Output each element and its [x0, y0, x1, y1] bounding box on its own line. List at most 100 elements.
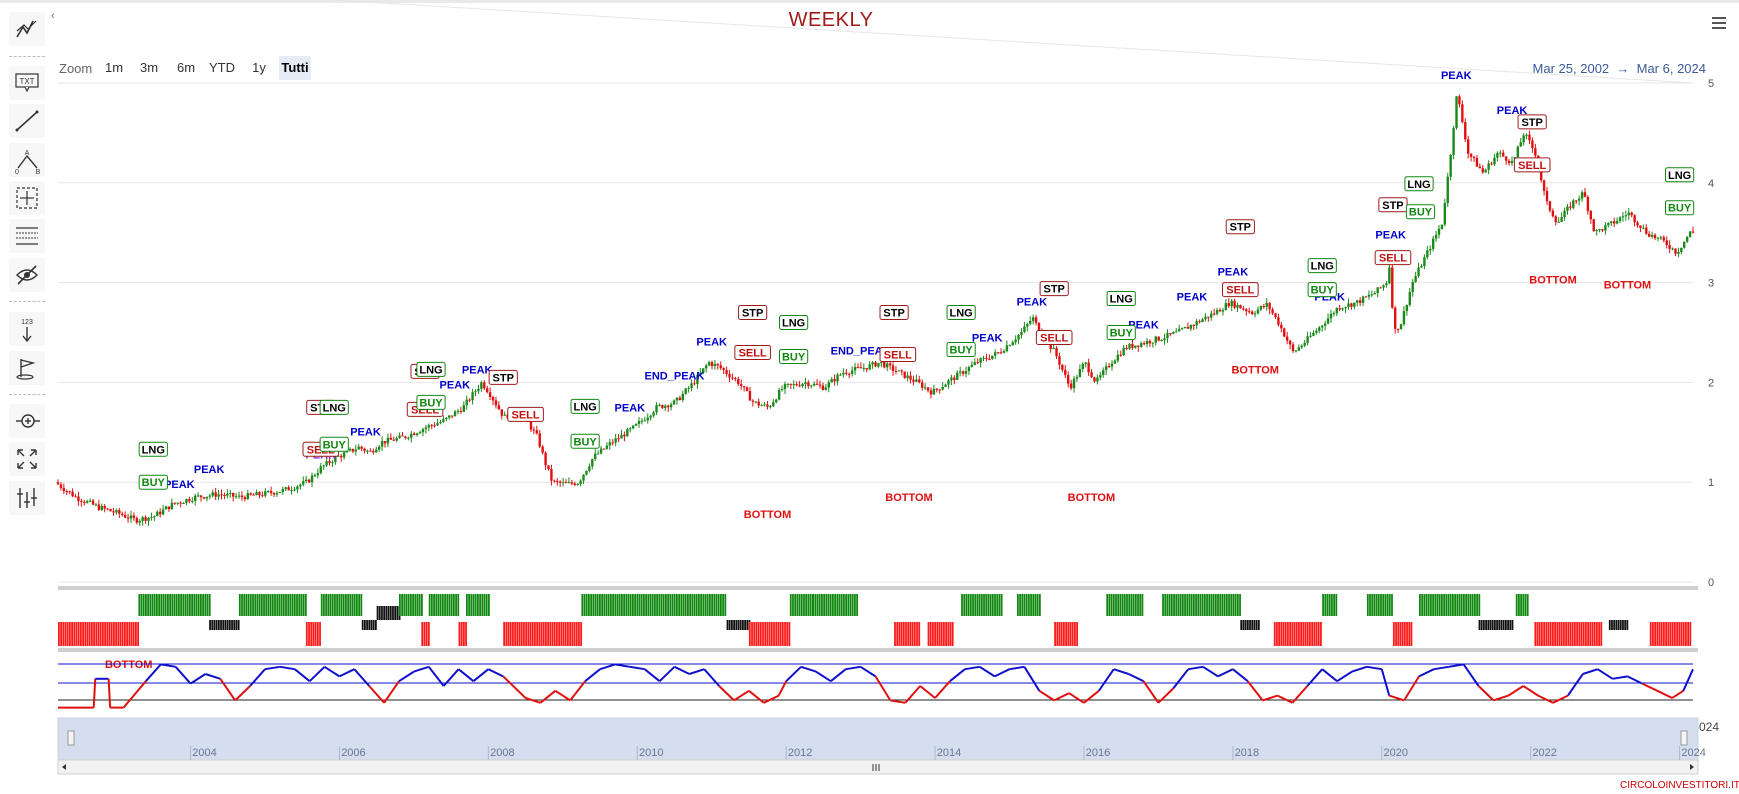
candle: [112, 511, 115, 513]
signal-bar: [907, 622, 910, 646]
signal-bar: [823, 594, 826, 616]
signal-bar: [99, 622, 102, 646]
flag-tool-icon[interactable]: [9, 351, 45, 385]
candle: [80, 500, 83, 502]
signal-bar: [1467, 594, 1470, 616]
signal-bar: [1123, 594, 1126, 616]
signal-bar: [420, 594, 423, 616]
signal-bar: [779, 622, 782, 646]
signal-bar: [135, 622, 137, 646]
candle: [412, 433, 416, 435]
signal-bar: [405, 594, 408, 616]
signal-bar: [1438, 594, 1441, 616]
candle: [1049, 341, 1052, 349]
signal-bar: [342, 594, 345, 616]
signal-bar: [60, 622, 62, 646]
signal-bar: [421, 622, 424, 646]
signal-bar: [1181, 594, 1184, 616]
candle: [1230, 300, 1233, 307]
signal-bar: [996, 594, 999, 616]
signal-bar: [943, 622, 945, 646]
signal-bar: [1554, 622, 1557, 646]
candle: [1691, 231, 1695, 233]
candle: [719, 365, 722, 369]
candle: [848, 373, 851, 375]
fibonacci-tool-icon[interactable]: [9, 219, 45, 253]
signal-bar: [634, 594, 637, 616]
candle: [599, 448, 603, 454]
signal-bar: [766, 622, 769, 646]
vertical-counter-icon[interactable]: 123: [9, 312, 45, 346]
signal-bar: [1649, 622, 1652, 646]
candle: [845, 372, 848, 374]
candle: [354, 449, 358, 452]
zoom-button-3m[interactable]: 3m: [139, 60, 159, 75]
range-from[interactable]: Mar 25, 2002: [1532, 61, 1610, 76]
zoom-button-ytd[interactable]: YTD: [209, 60, 235, 75]
signal-bar: [632, 594, 634, 616]
signal-label-box: [1513, 157, 1551, 173]
candle: [1271, 309, 1274, 314]
zoom-change-icon[interactable]: [9, 404, 45, 438]
signal-bar: [1493, 620, 1496, 630]
pattern-tool-icon[interactable]: A B 0: [9, 143, 45, 177]
hamburger-menu-icon[interactable]: [1712, 16, 1730, 32]
signal-bar: [689, 594, 692, 616]
signal-bar: [258, 594, 261, 616]
candle: [100, 505, 103, 510]
zoom-button-1y[interactable]: 1y: [252, 60, 266, 75]
toggle-annotations-icon[interactable]: [9, 258, 45, 292]
signal-bar: [1580, 622, 1583, 646]
candle: [1183, 326, 1187, 329]
signal-bar: [676, 594, 678, 616]
annotation-label: PEAK: [462, 364, 493, 376]
zoom-button-1m[interactable]: 1m: [104, 60, 124, 75]
annotation-label: LNG: [1407, 179, 1430, 191]
candle: [1429, 248, 1432, 251]
candle: [877, 362, 880, 367]
candle: [1481, 168, 1484, 173]
signal-bar: [305, 622, 308, 646]
candle: [780, 389, 784, 391]
toolbar-collapse-icon[interactable]: ‹: [51, 10, 55, 22]
measure-tool-icon[interactable]: [9, 181, 45, 215]
oscillator-segment: [1351, 665, 1368, 673]
signal-bar: [994, 594, 996, 616]
candle: [418, 432, 422, 434]
signal-bar: [682, 594, 685, 616]
signal-bar: [900, 622, 903, 646]
signal-bar: [202, 594, 205, 616]
signal-bar: [385, 606, 388, 620]
zoom-button-6m[interactable]: 6m: [176, 60, 196, 75]
candle: [973, 362, 976, 365]
fullscreen-icon[interactable]: [9, 442, 45, 476]
signal-bar: [1556, 622, 1559, 646]
candle: [491, 396, 495, 401]
signal-label-box: [879, 305, 909, 321]
candle: [1064, 369, 1067, 375]
signal-bar: [1660, 622, 1663, 646]
candle: [1280, 324, 1283, 329]
line-tool-icon[interactable]: [9, 104, 45, 138]
text-annotation-icon[interactable]: TXT: [9, 66, 45, 100]
signal-bar: [1432, 594, 1435, 616]
signal-bar: [287, 594, 290, 616]
zoom-button-all[interactable]: Tutti: [279, 56, 311, 80]
candle: [1504, 156, 1508, 161]
signal-bar: [191, 594, 194, 616]
annotation-label: SELL: [739, 347, 767, 359]
indicators-icon[interactable]: [9, 12, 45, 46]
y-tick-label: 3: [1708, 278, 1714, 290]
signal-bar: [665, 594, 667, 616]
signal-bar: [389, 606, 392, 620]
date-range[interactable]: Mar 25, 2002 → Mar 6, 2024: [1500, 61, 1706, 76]
candle: [1516, 146, 1520, 158]
range-to[interactable]: Mar 6, 2024: [1636, 61, 1706, 76]
candle: [582, 474, 585, 481]
signal-bar: [896, 622, 899, 646]
signal-bar: [527, 622, 530, 646]
series-type-icon[interactable]: [9, 481, 45, 515]
signal-bar: [1524, 594, 1527, 616]
candle: [982, 357, 985, 359]
